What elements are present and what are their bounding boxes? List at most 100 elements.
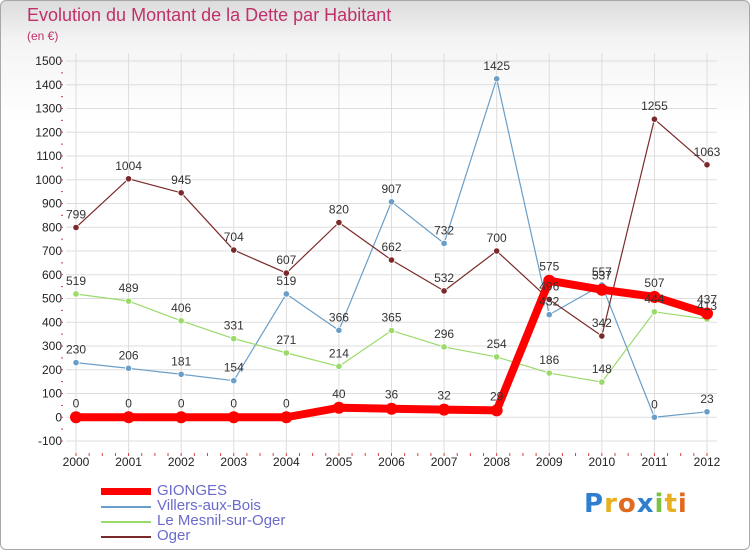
- data-point: [545, 295, 553, 304]
- data-point: [335, 326, 343, 334]
- data-label: 148: [592, 362, 612, 376]
- data-point: [703, 161, 711, 169]
- data-point: [493, 353, 501, 361]
- x-tick-label: 2002: [168, 455, 195, 469]
- legend-swatch: [101, 488, 151, 495]
- x-tick-label: 2012: [694, 455, 721, 469]
- data-label: 519: [66, 274, 86, 288]
- data-label: 181: [171, 354, 191, 368]
- data-point: [438, 403, 451, 416]
- y-tick-label: 1300: [35, 102, 62, 116]
- x-tick-label: 2005: [326, 455, 353, 469]
- y-tick-label: 300: [42, 339, 62, 353]
- data-label: 40: [332, 387, 346, 401]
- data-label: 945: [171, 173, 191, 187]
- legend-swatch: [101, 506, 151, 508]
- y-tick-label: 600: [42, 268, 62, 282]
- data-label: 0: [125, 396, 132, 410]
- data-label: 537: [592, 269, 612, 283]
- data-point: [177, 317, 185, 325]
- data-label: 214: [329, 346, 349, 360]
- y-tick-label: -100: [38, 434, 62, 448]
- data-label: 331: [224, 319, 244, 333]
- data-point: [703, 408, 711, 416]
- logo-letter: i: [654, 489, 665, 519]
- data-label: 0: [230, 396, 237, 410]
- data-label: 32: [437, 389, 451, 403]
- data-label: 23: [700, 392, 714, 406]
- data-point: [493, 75, 501, 83]
- data-label: 432: [539, 295, 559, 309]
- y-tick-label: 1500: [35, 54, 62, 68]
- y-tick-label: 400: [42, 315, 62, 329]
- data-label: 406: [171, 301, 191, 315]
- y-tick-label: 1000: [35, 173, 62, 187]
- legend-label: Villers-aux-Bois: [157, 497, 261, 514]
- data-point: [282, 349, 290, 357]
- data-point: [387, 326, 396, 335]
- legend-swatch: [101, 536, 151, 538]
- data-label: 1063: [694, 145, 721, 159]
- data-point: [72, 290, 80, 298]
- data-point: [440, 287, 448, 295]
- data-point: [332, 401, 345, 414]
- data-point: [122, 411, 135, 424]
- data-label: 489: [119, 281, 139, 295]
- data-label: 444: [644, 292, 664, 306]
- data-label: 0: [283, 396, 290, 410]
- data-point: [70, 411, 82, 424]
- data-label: 907: [381, 182, 401, 196]
- data-label: 186: [539, 353, 559, 367]
- data-label: 206: [119, 348, 139, 362]
- data-point: [650, 413, 659, 421]
- data-point: [230, 246, 238, 254]
- legend-label: Oger: [157, 527, 191, 544]
- data-label: 662: [381, 240, 401, 254]
- x-tick-label: 2003: [220, 455, 247, 469]
- data-label: 1004: [115, 159, 142, 173]
- data-point: [598, 378, 606, 386]
- logo-letter: i: [677, 489, 688, 519]
- data-label: 29: [490, 389, 504, 403]
- data-point: [227, 411, 240, 424]
- data-point: [280, 411, 293, 424]
- y-tick-label: 800: [42, 220, 62, 234]
- data-point: [124, 297, 133, 305]
- series-lines: [70, 75, 713, 424]
- data-label: 575: [539, 260, 559, 274]
- data-point: [335, 362, 343, 371]
- x-tick-label: 2000: [63, 455, 90, 469]
- data-label: 557: [592, 265, 612, 279]
- data-label: 254: [487, 337, 507, 351]
- data-label: 704: [224, 230, 244, 244]
- data-label: 0: [651, 397, 658, 411]
- y-tick-label: 1200: [35, 125, 62, 139]
- logo-letter: o: [617, 489, 637, 519]
- data-point: [490, 404, 503, 417]
- proxiti-logo: Proxiti: [584, 489, 688, 519]
- data-point: [440, 343, 448, 351]
- x-tick-label: 2001: [115, 455, 142, 469]
- data-point: [72, 359, 80, 367]
- data-point: [72, 223, 80, 232]
- data-point: [598, 332, 606, 340]
- data-label: 36: [385, 388, 399, 402]
- y-tick-label: 1400: [35, 78, 62, 92]
- logo-letter: r: [604, 489, 618, 519]
- x-tick-label: 2009: [536, 455, 563, 469]
- logo-letter: P: [584, 489, 605, 519]
- data-point: [230, 377, 238, 385]
- axes: -100010020030040050060070080090010001100…: [35, 54, 720, 469]
- data-point: [440, 239, 448, 247]
- data-point: [124, 175, 133, 183]
- logo-letter: t: [664, 489, 678, 519]
- y-tick-label: 700: [42, 244, 62, 258]
- data-point: [385, 402, 398, 415]
- data-label: 507: [644, 276, 664, 290]
- x-tick-label: 2006: [378, 455, 405, 469]
- data-point: [387, 198, 396, 206]
- data-label: 1425: [483, 59, 510, 73]
- legend-swatch: [101, 521, 151, 523]
